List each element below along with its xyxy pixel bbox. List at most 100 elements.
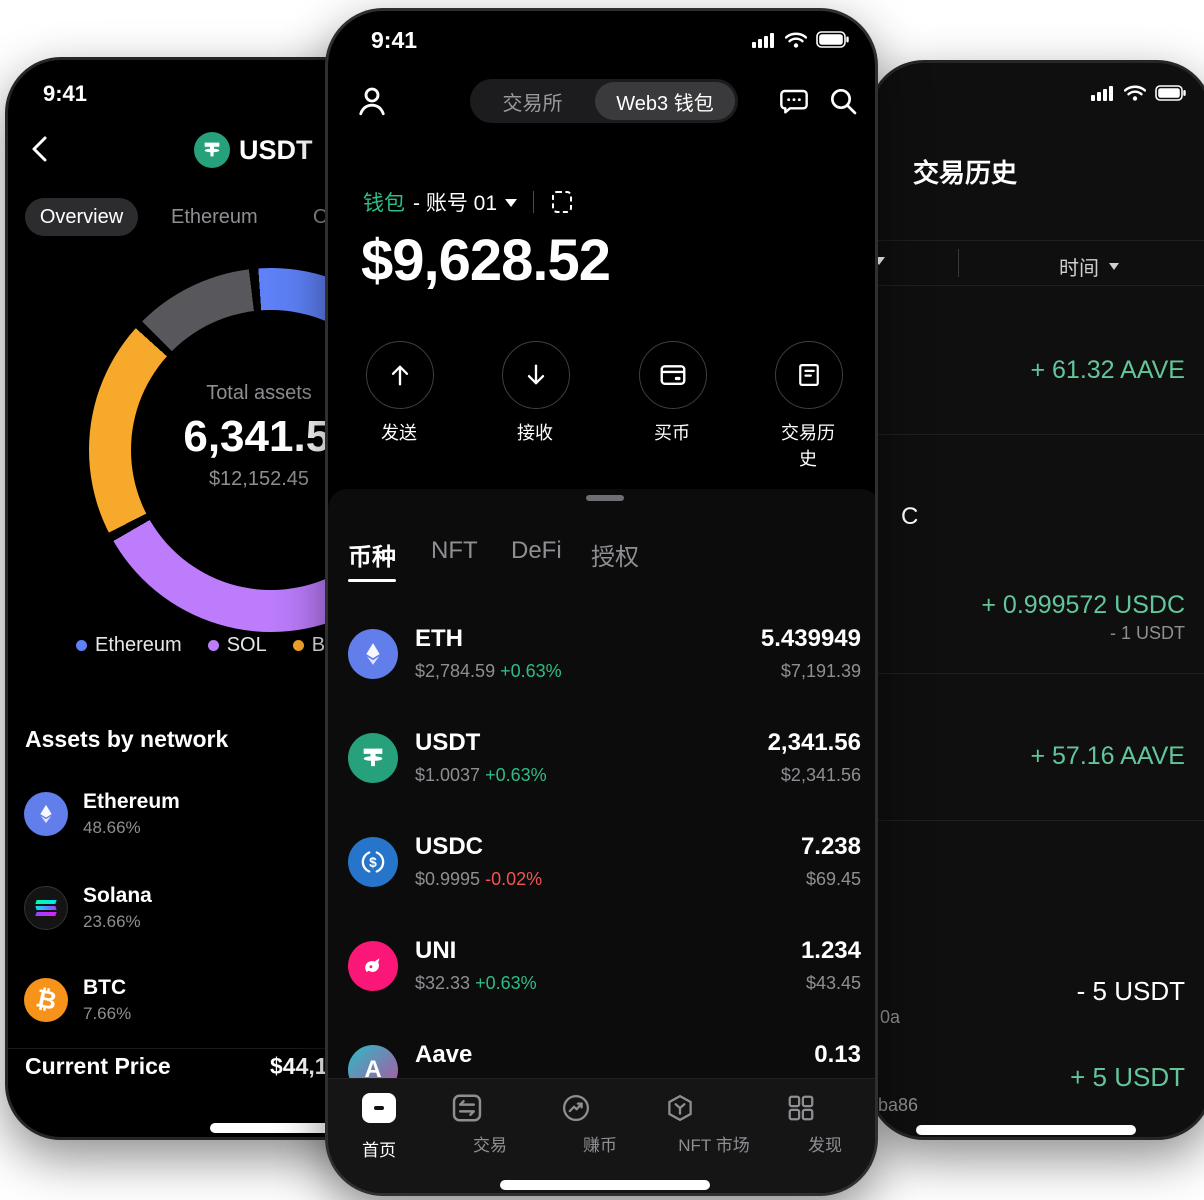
earn-icon bbox=[560, 1093, 640, 1123]
tab-ethereum[interactable]: Ethereum bbox=[171, 206, 258, 228]
tx-amount[interactable]: - 5 USDT bbox=[1076, 976, 1185, 1006]
filter-caret-icon[interactable] bbox=[873, 257, 885, 265]
tab-overview[interactable]: Overview bbox=[25, 198, 138, 236]
profile-button[interactable] bbox=[354, 83, 390, 119]
tx-divider bbox=[871, 673, 1204, 674]
action-buy[interactable] bbox=[639, 341, 707, 409]
search-button[interactable] bbox=[827, 85, 859, 117]
home-indicator[interactable] bbox=[500, 1180, 710, 1190]
signal-icon bbox=[1091, 85, 1115, 101]
status-icons bbox=[752, 31, 849, 48]
signal-icon bbox=[752, 32, 776, 48]
filter-divider bbox=[958, 249, 959, 277]
back-button[interactable] bbox=[26, 132, 56, 166]
nav-discover[interactable]: 发现 bbox=[785, 1093, 865, 1156]
nft-market-icon bbox=[664, 1093, 764, 1123]
center-phone: 9:41 交易所 Web3 钱包 钱包 - 账号 01 bbox=[325, 8, 878, 1196]
segment-web3-wallet[interactable]: Web3 钱包 bbox=[595, 82, 735, 120]
tx-sub-amount: - 1 USDT bbox=[1109, 623, 1185, 643]
discover-icon bbox=[785, 1093, 865, 1123]
nav-home[interactable]: 首页 bbox=[339, 1093, 419, 1161]
legend-item: SOL bbox=[207, 634, 267, 657]
account-caret-icon bbox=[505, 199, 518, 207]
assets-sheet bbox=[328, 489, 875, 1193]
home-indicator[interactable] bbox=[916, 1125, 1136, 1135]
sort-caret-icon bbox=[1109, 263, 1119, 270]
sort-by-time[interactable]: 时间 bbox=[1059, 252, 1119, 281]
ethereum-icon bbox=[24, 792, 68, 836]
usdt-icon bbox=[348, 733, 398, 783]
nav-nft-market[interactable]: NFT 市场 bbox=[664, 1093, 764, 1156]
network-row-ethereum[interactable]: Ethereum 48.66% bbox=[24, 790, 364, 838]
donut-center-label: Total assets bbox=[206, 382, 312, 404]
page-title: USDT bbox=[194, 132, 313, 168]
home-icon bbox=[362, 1093, 396, 1123]
battery-icon bbox=[1155, 85, 1186, 101]
row-divider bbox=[533, 191, 535, 213]
solana-icon bbox=[24, 886, 68, 930]
chat-button[interactable] bbox=[778, 85, 810, 117]
account-label: - 账号 01 bbox=[413, 192, 498, 215]
change-down: -0.02% bbox=[485, 869, 543, 889]
token-row-usdt[interactable]: USDT $1.0037 +0.63% 2,341.56 $2,341.56 bbox=[348, 723, 861, 791]
footer-divider bbox=[8, 1048, 402, 1049]
legend-dot-ethereum bbox=[76, 640, 87, 651]
token-row-eth[interactable]: ETH $2,784.59 +0.63% 5.439949 $7,191.39 bbox=[348, 619, 861, 687]
page-title-text: USDT bbox=[239, 134, 313, 165]
network-row-solana[interactable]: Solana 23.66% bbox=[24, 884, 364, 932]
battery-icon bbox=[816, 31, 849, 48]
action-history-label: 交易历史 bbox=[781, 423, 835, 469]
action-history[interactable] bbox=[775, 341, 843, 409]
tx-divider bbox=[871, 820, 1204, 821]
tab-clipped[interactable]: O bbox=[313, 206, 329, 228]
nav-earn[interactable]: 赚币 bbox=[560, 1093, 640, 1156]
assets-by-network-header: Assets by network bbox=[25, 726, 229, 752]
action-receive-label: 接收 bbox=[517, 423, 553, 443]
action-send[interactable] bbox=[366, 341, 434, 409]
uni-icon bbox=[348, 941, 398, 991]
network-row-btc[interactable]: ₿ BTC 7.66% bbox=[24, 976, 364, 1024]
document-icon bbox=[795, 361, 823, 389]
action-receive[interactable] bbox=[502, 341, 570, 409]
tab-defi[interactable]: DeFi bbox=[511, 537, 562, 564]
wifi-icon bbox=[1124, 85, 1146, 101]
back-chevron-icon bbox=[26, 132, 56, 166]
current-price-label: Current Price bbox=[25, 1053, 171, 1079]
donut-center-usd: $12,152.45 bbox=[208, 468, 310, 490]
chat-icon bbox=[778, 85, 810, 117]
total-balance: $9,628.52 bbox=[361, 228, 611, 293]
btc-icon: ₿ bbox=[24, 978, 68, 1022]
tab-nft[interactable]: NFT bbox=[431, 537, 478, 564]
chart-legend: Ethereum SOL BTC bbox=[76, 634, 352, 657]
wallet-label: 钱包 bbox=[363, 192, 405, 215]
change-up: +0.63% bbox=[475, 973, 537, 993]
page-title: 交易历史 bbox=[913, 158, 1018, 188]
wallet-account-selector[interactable]: 钱包 - 账号 01 bbox=[363, 187, 574, 217]
tab-coins[interactable]: 币种 bbox=[348, 544, 396, 571]
token-row-uni[interactable]: UNI $32.33 +0.63% 1.234 $43.45 bbox=[348, 931, 861, 999]
scan-icon[interactable] bbox=[550, 189, 574, 215]
home-indicator[interactable] bbox=[210, 1123, 402, 1133]
segment-exchange[interactable]: 交易所 bbox=[502, 92, 563, 115]
card-icon bbox=[658, 360, 688, 390]
trade-icon bbox=[450, 1093, 530, 1123]
tx-amount[interactable]: + 0.999572 USDC bbox=[981, 591, 1185, 619]
change-up: +0.63% bbox=[485, 765, 547, 785]
sheet-drag-handle[interactable] bbox=[586, 495, 624, 501]
eth-icon bbox=[348, 629, 398, 679]
tx-amount[interactable]: + 61.32 AAVE bbox=[1030, 356, 1185, 384]
active-tab-underline bbox=[348, 579, 396, 582]
status-icons bbox=[1091, 85, 1186, 101]
nav-trade[interactable]: 交易 bbox=[450, 1093, 530, 1156]
token-row-usdc[interactable]: $ USDC $0.9995 -0.02% 7.238 $69.45 bbox=[348, 827, 861, 895]
wifi-icon bbox=[785, 32, 807, 48]
tx-fragment: 0a bbox=[880, 1007, 901, 1027]
tx-amount[interactable]: + 57.16 AAVE bbox=[1030, 742, 1185, 770]
usdc-icon: $ bbox=[348, 837, 398, 887]
arrow-down-icon bbox=[522, 361, 550, 389]
segmented-control: 交易所 Web3 钱包 bbox=[470, 79, 738, 123]
tx-amount[interactable]: + 5 USDT bbox=[1070, 1062, 1185, 1092]
status-time: 9:41 bbox=[371, 27, 418, 53]
tab-approvals[interactable]: 授权 bbox=[591, 544, 639, 571]
tx-fragment: C bbox=[901, 503, 919, 530]
